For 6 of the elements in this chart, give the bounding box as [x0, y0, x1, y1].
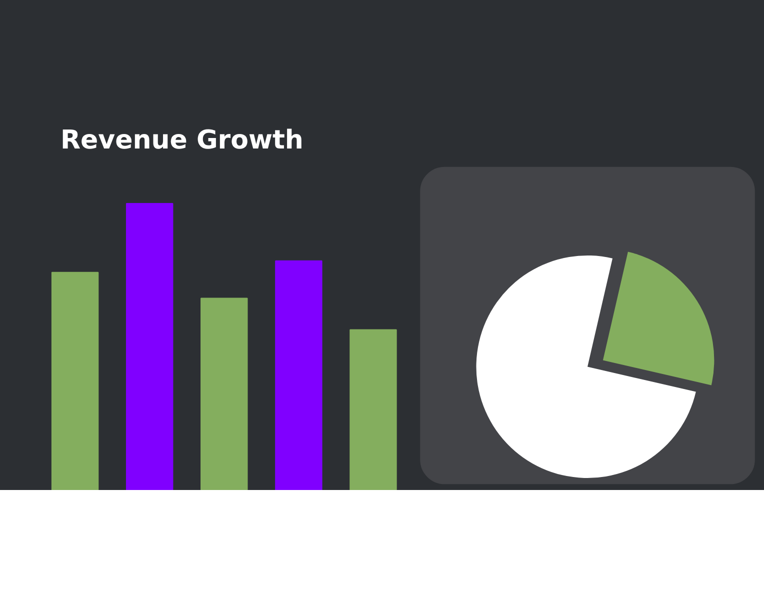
chart-title: Revenue Growth	[60, 126, 304, 156]
bar	[200, 298, 248, 490]
bar	[126, 203, 174, 490]
bar	[51, 272, 99, 490]
bar	[350, 329, 397, 490]
bar	[275, 260, 322, 490]
